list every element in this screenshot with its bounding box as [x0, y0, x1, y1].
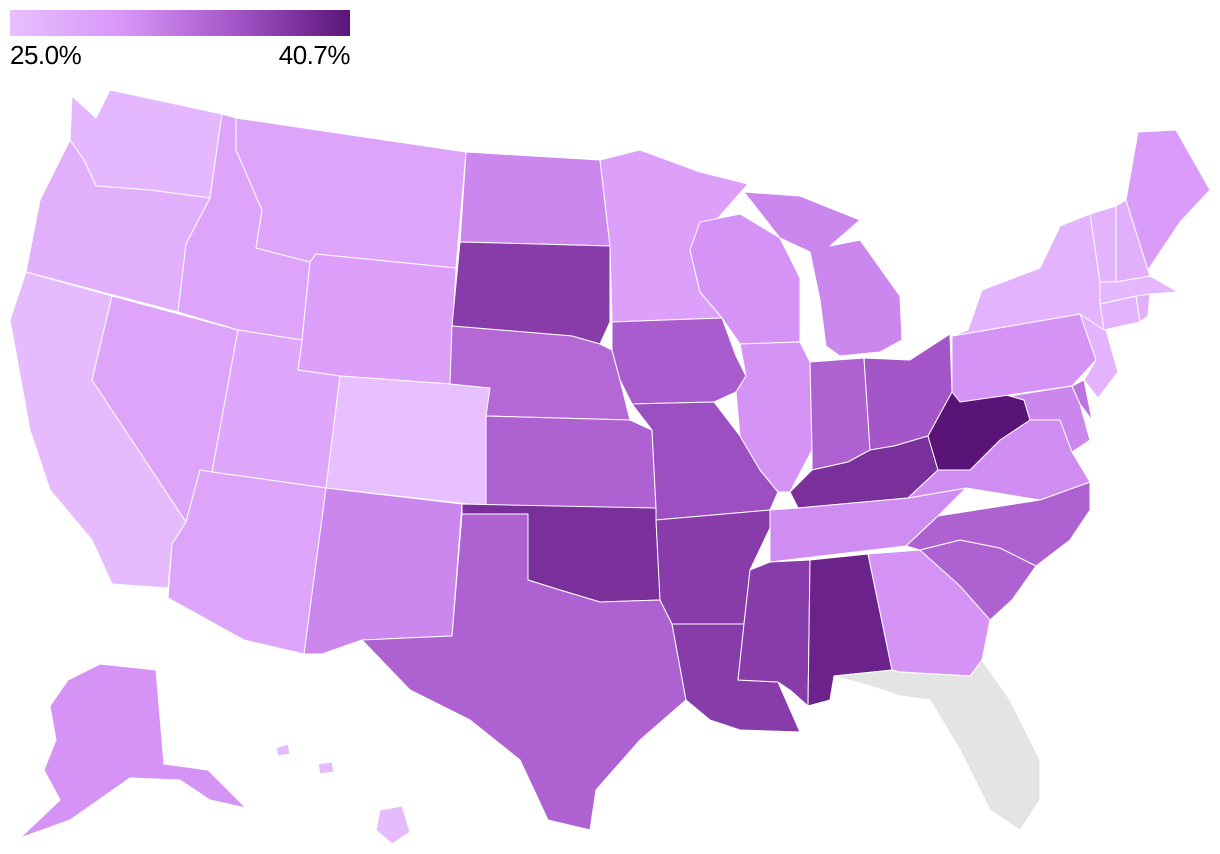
state-missouri[interactable] [631, 401, 779, 521]
state-iowa[interactable] [611, 317, 747, 405]
legend-min-label: 25.0% [10, 40, 82, 70]
state-new-mexico[interactable] [303, 487, 463, 655]
state-colorado[interactable] [325, 375, 491, 507]
state-florida[interactable] [833, 659, 1041, 831]
state-kansas[interactable] [485, 415, 657, 509]
state-north-dakota[interactable] [459, 151, 611, 247]
legend: 25.0% 40.7% [10, 10, 351, 70]
state-north-carolina[interactable] [905, 481, 1091, 567]
state-indiana[interactable] [809, 357, 871, 471]
state-maine[interactable] [1125, 129, 1211, 271]
state-illinois[interactable] [735, 341, 813, 493]
legend-color-ramp [10, 10, 350, 36]
state-michigan[interactable] [743, 191, 903, 357]
state-new-hampshire[interactable] [1115, 199, 1151, 283]
state-delaware[interactable] [1071, 379, 1093, 421]
state-hawaii[interactable] [275, 743, 411, 845]
state-texas[interactable] [361, 513, 687, 831]
state-wyoming[interactable] [297, 253, 457, 385]
state-montana[interactable] [235, 117, 467, 269]
state-nebraska[interactable] [449, 325, 631, 421]
state-alaska[interactable] [19, 663, 247, 839]
legend-max-label: 40.7% [278, 40, 351, 70]
